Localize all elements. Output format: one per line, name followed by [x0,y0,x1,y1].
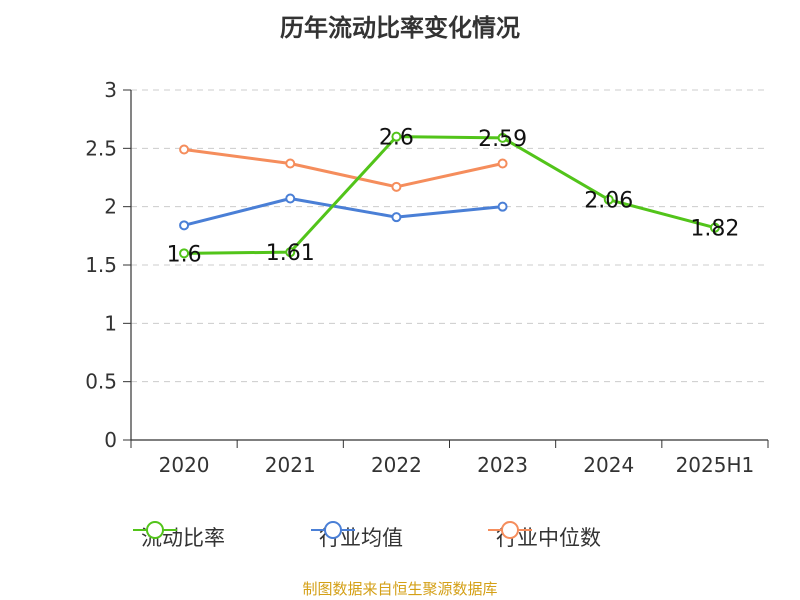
data-point [285,193,296,204]
data-point [179,220,190,231]
data-label: 1.6 [167,242,202,267]
series-lines [179,131,720,259]
legend-marker-icon [488,521,532,539]
data-label: 1.82 [690,217,739,242]
legend-marker-icon [311,521,355,539]
x-tick-label: 2022 [371,453,422,477]
legend-marker-icon [133,521,177,539]
data-point [497,132,508,143]
legend-item-current-ratio[interactable]: 流动比率 [133,520,225,554]
data-point [285,247,296,258]
grid-lines [131,89,768,383]
y-tick-label: 1 [104,311,117,335]
chart-title: 历年流动比率变化情况 [280,14,520,42]
series-line [183,197,503,227]
data-label: 2.6 [379,126,414,151]
axes: 0 0.5 1 1.5 2 2.5 3 2020 2021 2022 2023 2024 2025H1 [85,78,769,477]
data-label: 1.61 [266,241,315,266]
data-point [709,222,720,233]
y-tick-label: 1.5 [85,253,117,277]
data-point [391,131,402,142]
source-note: 制图数据来自恒生聚源数据库 [302,580,498,598]
data-labels: 1.6 1.61 2.6 2.59 2.06 1.82 [167,126,740,268]
x-tick-label: 2021 [265,453,316,477]
series-line [183,148,503,189]
data-label: 2.06 [584,189,633,214]
y-tick-label: 3 [104,78,117,102]
x-tick-label: 2023 [477,453,528,477]
y-tick-label: 0 [104,428,117,452]
data-point [603,194,614,205]
data-label: 2.59 [478,127,527,152]
y-tick-label: 2.5 [85,136,117,160]
x-tick-label: 2024 [583,453,634,477]
legend: 流动比率 行业均值 行业中位数 [0,520,800,554]
data-point [285,158,296,169]
data-point [391,181,402,192]
data-point [497,158,508,169]
series-line [184,135,716,255]
x-tick-label: 2020 [159,453,210,477]
y-tick-label: 0.5 [85,370,117,394]
data-point [179,248,190,259]
data-point [391,212,402,223]
legend-item-industry-mean[interactable]: 行业均值 [311,520,403,554]
x-tick-label: 2025H1 [676,453,755,477]
data-point [497,201,508,212]
data-point [179,144,190,155]
legend-item-industry-median[interactable]: 行业中位数 [488,520,601,554]
y-tick-label: 2 [104,195,117,219]
